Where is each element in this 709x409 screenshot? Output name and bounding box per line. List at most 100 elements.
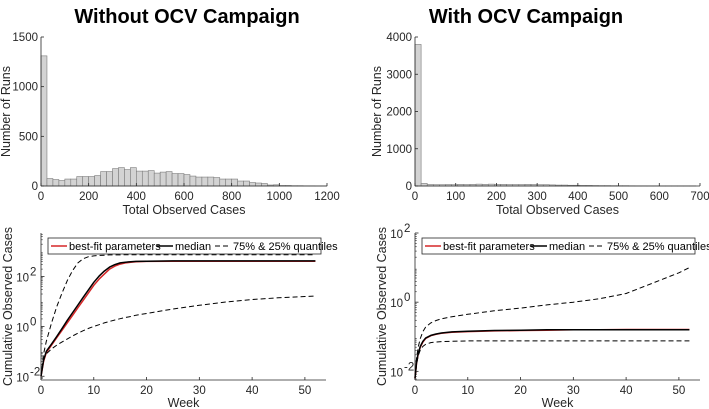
- histogram-bar: [165, 171, 173, 187]
- y-tick-label: 10: [16, 372, 29, 384]
- histogram-bar: [112, 168, 119, 187]
- histogram-bar: [76, 176, 84, 187]
- x-tick-label: 50: [672, 385, 685, 397]
- x-tick-label: 700: [690, 191, 709, 203]
- x-tick-label: 40: [246, 385, 259, 397]
- histogram-bar: [100, 171, 107, 187]
- x-tick-label: 600: [650, 191, 669, 203]
- y-tick-label: 0: [32, 181, 38, 193]
- histogram-bar: [147, 170, 155, 187]
- y-tick-label: 500: [19, 131, 38, 143]
- histogram-bar: [106, 171, 113, 187]
- histogram-bar: [255, 182, 262, 187]
- histogram-bar: [237, 180, 244, 187]
- histogram-bar: [46, 178, 54, 187]
- histogram-bar: [64, 178, 72, 187]
- y-tick-label: 1000: [12, 82, 38, 94]
- legend: best-fit parameters median 75% & 25% quant…: [421, 237, 709, 255]
- histogram-bar: [141, 170, 149, 187]
- y-tick-exponent: 0: [30, 316, 36, 328]
- histogram-bar: [82, 176, 89, 187]
- x-tick-label: 500: [609, 191, 628, 203]
- histogram-bar: [118, 167, 125, 187]
- y-tick-exponent: 0: [404, 292, 410, 304]
- histogram-bar: [94, 175, 101, 187]
- histogram-bar: [195, 176, 203, 187]
- x-tick-label: 0: [38, 191, 44, 203]
- y-axis-label: Number of Runs: [0, 66, 13, 157]
- y-tick-label: 10: [390, 298, 403, 310]
- legend-box: [421, 237, 696, 255]
- x-tick-label: 30: [193, 385, 206, 397]
- histogram-bar: [249, 182, 256, 187]
- y-tick-label: 4000: [386, 32, 412, 44]
- x-axis-label: Total Observed Cases: [496, 203, 619, 217]
- x-axis-label: Week: [542, 396, 574, 409]
- legend-label-best-fit: best-fit parameters: [443, 241, 535, 253]
- histogram-bar: [225, 178, 232, 187]
- y-axis-label: Number of Runs: [370, 66, 384, 157]
- x-tick-label: 800: [222, 191, 241, 203]
- y-axis-label: Cumulative Observed Cases: [375, 227, 389, 386]
- histogram-bar: [243, 180, 250, 187]
- legend-box: [47, 237, 322, 255]
- title-with: With OCV Campaign: [429, 6, 623, 28]
- histogram-bar: [231, 178, 238, 187]
- x-tick-label: 10: [87, 385, 100, 397]
- histogram-bar: [88, 176, 95, 187]
- x-tick-label: 1000: [267, 191, 293, 203]
- histogram-with-ocv: 0 100 200 300 400 500 600 700 0 1000 2000 3000 4000 T…: [370, 32, 709, 217]
- y-tick-exponent: -2: [404, 361, 414, 373]
- series-line-median: [414, 329, 690, 379]
- histogram-bar: [201, 176, 209, 187]
- y-axis-label: Cumulative Observed Cases: [1, 227, 15, 386]
- series-line-75-quantile: [414, 267, 690, 379]
- histogram-without-ocv: 0 200 400 600 800 1000 1200 0 500 1000 1500 Total O…: [0, 32, 340, 217]
- histogram-bar: [58, 180, 66, 187]
- histogram-bar: [219, 178, 227, 187]
- series-line-75-quantile: [40, 254, 316, 377]
- x-tick-label: 200: [487, 191, 506, 203]
- x-tick-label: 200: [79, 191, 98, 203]
- y-tick-label: 1500: [12, 32, 38, 44]
- x-tick-label: 1200: [314, 191, 340, 203]
- x-tick-label: 0: [38, 385, 44, 397]
- x-tick-label: 30: [567, 385, 580, 397]
- series-line-median: [40, 260, 316, 377]
- y-tick-label: 10: [390, 229, 403, 241]
- series-line-25-quantile: [40, 295, 316, 377]
- legend-label-quantiles: 75% & 25% quantiles: [607, 241, 709, 253]
- y-tick-label: 0: [406, 181, 412, 193]
- y-tick-exponent: 2: [404, 223, 410, 235]
- x-tick-label: 50: [298, 385, 311, 397]
- y-tick-label: 10: [16, 322, 29, 334]
- x-tick-label: 300: [528, 191, 547, 203]
- x-tick-label: 400: [568, 191, 587, 203]
- x-tick-label: 0: [412, 385, 418, 397]
- legend-label-quantiles: 75% & 25% quantiles: [233, 241, 338, 253]
- y-tick-label: 10: [16, 273, 29, 285]
- histogram-bar: [171, 173, 179, 187]
- legend: best-fit parameters median 75% & 25% quant…: [47, 237, 338, 255]
- title-without: Without OCV Campaign: [74, 6, 299, 28]
- histogram-bar: [136, 170, 143, 187]
- legend-label-best-fit: best-fit parameters: [69, 241, 161, 253]
- histogram-bar: [70, 178, 78, 187]
- legend-label-median: median: [175, 241, 211, 253]
- series-line-best-fit-parameters: [414, 328, 690, 379]
- histogram-bar: [40, 55, 48, 187]
- x-tick-label: 400: [127, 191, 146, 203]
- y-tick-exponent: 2: [30, 267, 36, 279]
- histogram-bar: [124, 169, 131, 187]
- histogram-bar: [177, 173, 185, 187]
- histogram-bar: [159, 171, 167, 187]
- series-line-25-quantile: [414, 340, 690, 379]
- x-axis-label: Week: [168, 396, 200, 409]
- series-line-best-fit-parameters: [40, 260, 316, 377]
- histogram-bar: [414, 44, 422, 187]
- x-axis-label: Total Observed Cases: [123, 203, 246, 217]
- x-tick-label: 100: [446, 191, 465, 203]
